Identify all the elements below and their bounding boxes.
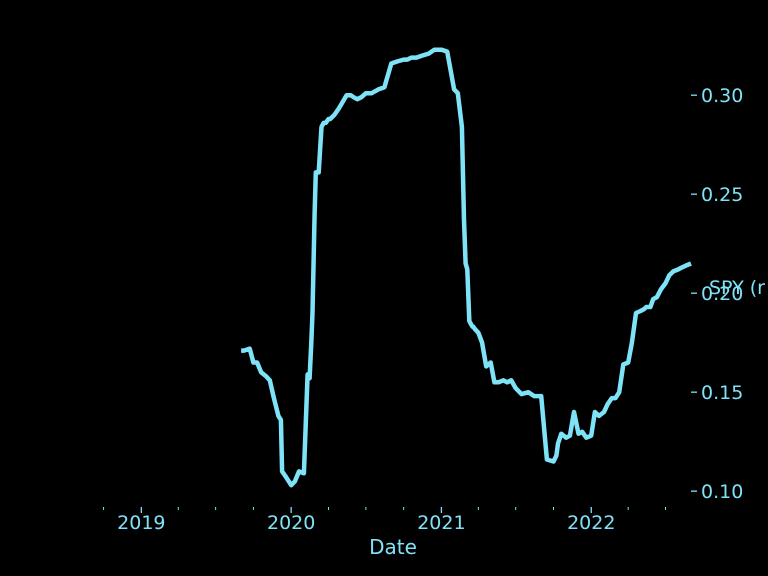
series-layer (241, 47, 692, 488)
x-axis-label: Date (369, 535, 417, 559)
y-tick-label: 0.30 (701, 85, 743, 107)
y-axis: 0.10 0.15 0.20 0.25 0.30 (691, 85, 743, 503)
y-tick-label: 0.10 (701, 481, 743, 503)
x-tick-label: 2020 (267, 512, 315, 534)
x-tick-label: 2021 (417, 512, 465, 534)
y-tick-label: 0.15 (701, 382, 743, 404)
x-axis: 2019 2020 2021 2022 (103, 507, 667, 534)
series-line-0 (241, 47, 692, 488)
x-tick-label: 2022 (567, 512, 615, 534)
series-annotation: SPY (r (709, 277, 765, 299)
x-tick-label: 2019 (117, 512, 165, 534)
y-tick-label: 0.20 (701, 283, 743, 305)
y-tick-label: 0.25 (701, 184, 743, 206)
